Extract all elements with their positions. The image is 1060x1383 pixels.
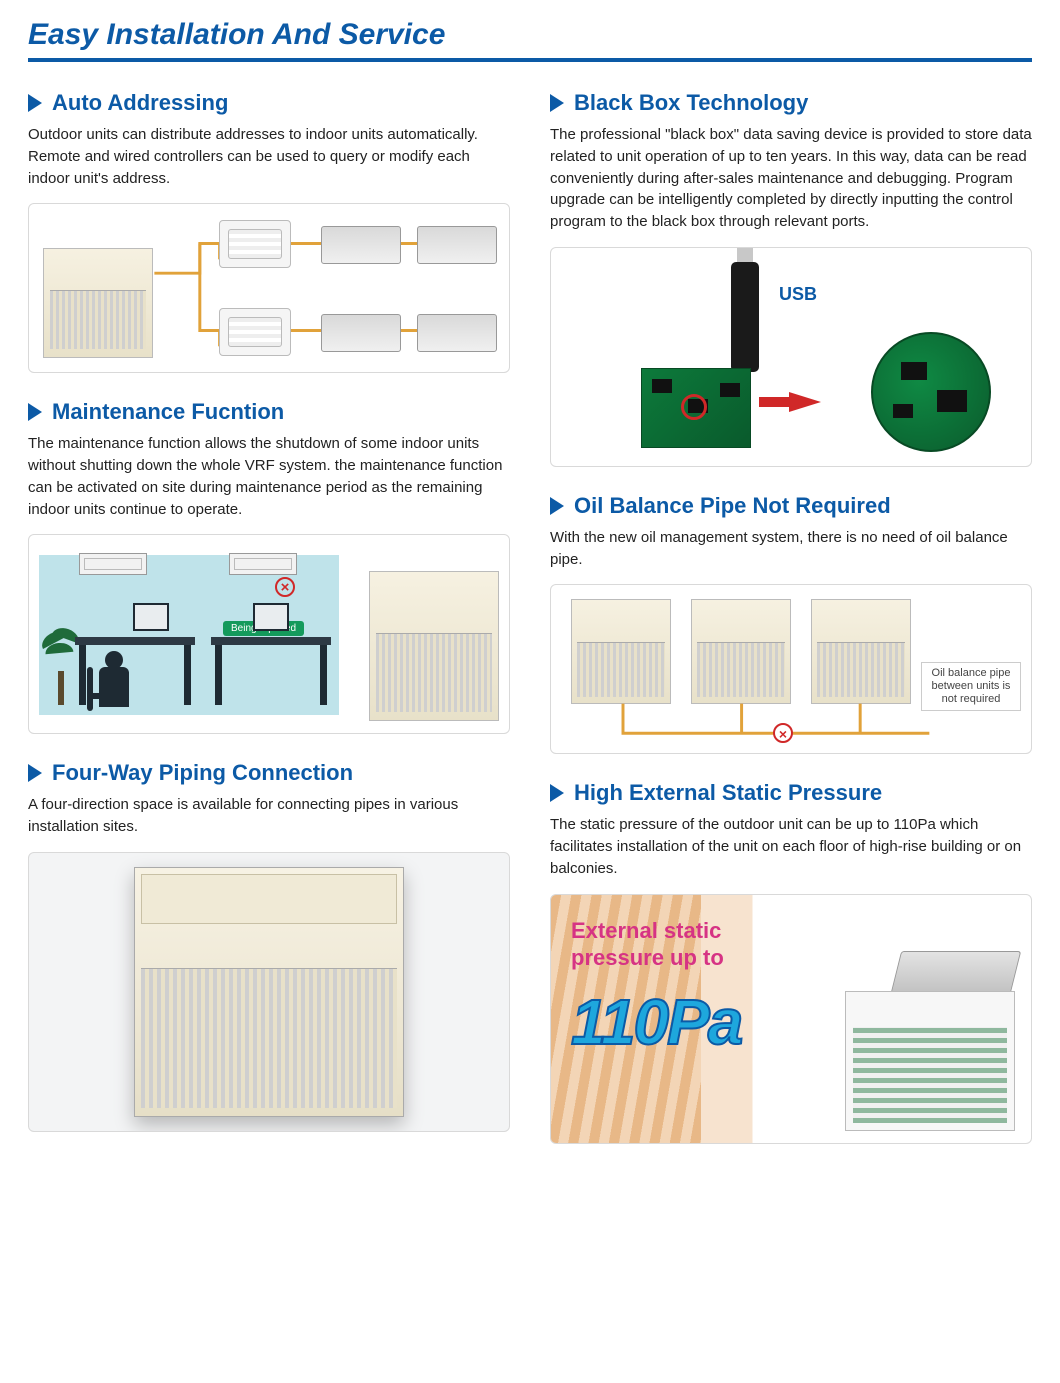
duct-unit-icon — [321, 314, 401, 352]
triangle-bullet-icon — [28, 764, 42, 782]
triangle-bullet-icon — [550, 784, 564, 802]
oil-balance-diagram: × Oil balance pipe between units is not … — [550, 584, 1032, 754]
section-body: The maintenance function allows the shut… — [28, 433, 510, 520]
pcb-zoom-icon — [871, 332, 991, 452]
highlight-ring-icon — [681, 394, 707, 420]
duct-unit-icon — [321, 226, 401, 264]
esp-callout: External static pressure up to — [571, 917, 724, 972]
cassette-unit-icon — [219, 220, 291, 268]
note-label: Oil balance pipe between units is not re… — [921, 662, 1021, 712]
content-columns: Auto Addressing Outdoor units can distri… — [28, 90, 1032, 1144]
section-title: Oil Balance Pipe Not Required — [574, 493, 891, 519]
section-body: With the new oil management system, ther… — [550, 527, 1032, 571]
black-box-diagram: USB — [550, 247, 1032, 467]
section-title: Maintenance Fucntion — [52, 399, 284, 425]
section-black-box: Black Box Technology The professional "b… — [550, 90, 1032, 467]
disabled-x-icon: × — [275, 577, 295, 597]
section-body: A four-direction space is available for … — [28, 794, 510, 838]
duct-unit-icon — [417, 314, 497, 352]
outdoor-unit-large-icon — [134, 867, 404, 1117]
section-maintenance: Maintenance Fucntion The maintenance fun… — [28, 399, 510, 734]
section-auto-addressing: Auto Addressing Outdoor units can distri… — [28, 90, 510, 373]
left-column: Auto Addressing Outdoor units can distri… — [28, 90, 510, 1144]
outdoor-unit-icon — [369, 571, 499, 721]
section-body: The static pressure of the outdoor unit … — [550, 814, 1032, 879]
section-body: Outdoor units can distribute addresses t… — [28, 124, 510, 189]
section-title: High External Static Pressure — [574, 780, 882, 806]
section-oil-balance: Oil Balance Pipe Not Required With the n… — [550, 493, 1032, 755]
auto-addressing-diagram — [28, 203, 510, 373]
triangle-bullet-icon — [28, 403, 42, 421]
section-body: The professional "black box" data saving… — [550, 124, 1032, 233]
outdoor-unit-icon — [43, 248, 153, 358]
maintenance-diagram: × Being repaired — [28, 534, 510, 734]
ceiling-cassette-icon — [79, 553, 147, 575]
esp-diagram: External static pressure up to 110Pa — [550, 894, 1032, 1144]
four-way-diagram — [28, 852, 510, 1132]
red-arrow-icon — [789, 392, 829, 412]
chair-icon — [87, 667, 117, 711]
section-four-way-piping: Four-Way Piping Connection A four-direct… — [28, 760, 510, 1132]
triangle-bullet-icon — [550, 497, 564, 515]
desk-icon — [211, 637, 331, 705]
section-title: Auto Addressing — [52, 90, 228, 116]
plant-icon — [43, 633, 79, 705]
outdoor-unit-with-duct-icon — [815, 951, 1015, 1131]
cassette-unit-icon — [219, 308, 291, 356]
esp-value: 110Pa — [571, 985, 741, 1059]
usb-device-icon — [731, 262, 759, 372]
pcb-board-icon — [641, 368, 751, 448]
ceiling-cassette-icon — [229, 553, 297, 575]
section-high-esp: High External Static Pressure The static… — [550, 780, 1032, 1143]
triangle-bullet-icon — [28, 94, 42, 112]
triangle-bullet-icon — [550, 94, 564, 112]
page-title: Easy Installation And Service — [28, 18, 1032, 62]
section-title: Four-Way Piping Connection — [52, 760, 353, 786]
usb-label: USB — [779, 284, 817, 305]
duct-unit-icon — [417, 226, 497, 264]
room-background: × Being repaired — [39, 555, 339, 715]
section-title: Black Box Technology — [574, 90, 808, 116]
right-column: Black Box Technology The professional "b… — [550, 90, 1032, 1144]
